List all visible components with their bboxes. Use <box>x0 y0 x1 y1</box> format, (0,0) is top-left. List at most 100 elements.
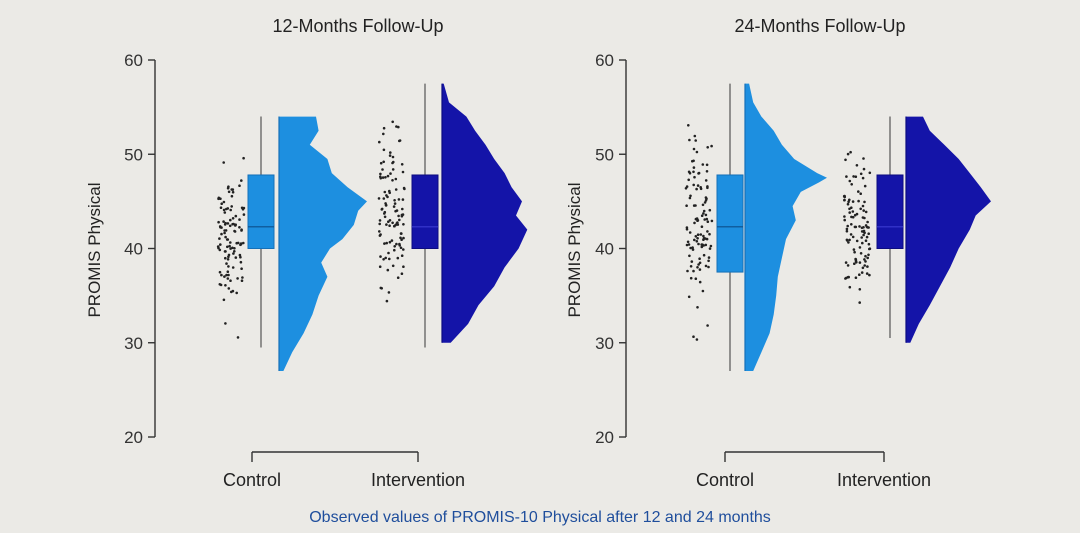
rain-point <box>710 144 713 148</box>
rain-point <box>848 198 851 202</box>
rain-point <box>694 139 697 142</box>
rain-point <box>403 187 406 191</box>
rain-point <box>843 218 846 222</box>
rain-point <box>382 126 386 130</box>
rain-point <box>858 261 862 264</box>
x-category-label: Intervention <box>371 470 465 490</box>
rain-point <box>858 301 861 304</box>
rain-point <box>397 198 401 201</box>
y-axis-label: PROMIS Physical <box>85 182 104 317</box>
rain-point <box>232 252 235 255</box>
rain-point <box>693 175 696 179</box>
rain-point <box>388 240 392 244</box>
rain-point <box>865 235 869 239</box>
rain-point <box>706 324 709 327</box>
rain-point <box>701 203 705 207</box>
rain-point <box>394 223 397 227</box>
rain-point <box>378 234 382 237</box>
rain-point <box>861 241 864 245</box>
rain-point <box>854 276 858 280</box>
rain-point <box>234 214 238 218</box>
rain-point <box>689 276 693 280</box>
rain-point <box>864 254 867 258</box>
rain-point <box>868 273 871 277</box>
rain-point <box>388 219 392 222</box>
rain-point <box>842 194 846 198</box>
rain-point <box>224 284 227 287</box>
rain-point <box>688 138 691 142</box>
rain-point <box>223 211 227 214</box>
rain-point <box>844 277 847 280</box>
rain-point <box>400 254 404 257</box>
rain-point <box>705 217 709 221</box>
rain-point <box>401 170 405 174</box>
rain-point <box>861 266 865 270</box>
rain-point <box>383 215 387 219</box>
rain-point <box>392 205 396 208</box>
rain-point <box>709 244 713 248</box>
rain-point <box>693 238 696 242</box>
rain-point <box>852 175 855 178</box>
rain-point <box>242 241 245 245</box>
rain-point <box>218 248 222 252</box>
rain-point <box>851 215 855 219</box>
rain-point <box>223 275 226 278</box>
rain-point <box>222 208 226 212</box>
rain-point <box>845 229 849 233</box>
rain-point <box>239 260 243 264</box>
rain-point <box>226 238 230 241</box>
rain-point <box>401 198 405 201</box>
rain-point <box>854 175 858 178</box>
rain-point <box>218 283 222 286</box>
rain-point <box>697 242 700 246</box>
rain-point <box>389 151 392 154</box>
rain-point <box>693 221 696 225</box>
rain-point <box>222 161 225 164</box>
rain-point <box>233 247 236 250</box>
rain-point <box>857 199 860 203</box>
rain-point <box>850 223 853 226</box>
rain-point <box>226 222 230 225</box>
rain-point <box>226 245 229 249</box>
rain-point <box>858 288 862 291</box>
rain-point <box>385 241 389 245</box>
rain-point <box>699 186 702 189</box>
rain-point <box>700 243 703 246</box>
y-tick-label: 30 <box>595 334 614 353</box>
rain-point <box>391 264 395 268</box>
rain-point <box>858 225 861 228</box>
rain-point <box>696 219 699 222</box>
rain-point <box>397 214 400 218</box>
rain-point <box>384 176 387 179</box>
rain-point <box>687 295 691 299</box>
rain-point <box>868 171 872 175</box>
box-iqr <box>716 174 744 273</box>
rain-point <box>693 134 697 138</box>
rain-point <box>860 236 863 239</box>
rain-point <box>710 219 714 223</box>
x-category-label: Intervention <box>837 470 931 490</box>
rain-point <box>691 246 694 249</box>
rain-point <box>687 178 690 182</box>
rain-point <box>378 230 381 233</box>
rain-point <box>231 289 235 293</box>
rain-point <box>239 255 242 259</box>
rain-point <box>862 157 865 160</box>
rain-point <box>230 194 234 198</box>
x-category-label: Control <box>223 470 281 490</box>
rain-point <box>853 262 856 266</box>
rain-point <box>382 132 385 136</box>
rain-point <box>845 175 848 178</box>
y-tick-label: 40 <box>124 240 143 259</box>
rain-point <box>855 239 859 243</box>
rain-point <box>708 247 712 250</box>
rain-point <box>227 190 231 194</box>
rain-point <box>379 176 383 180</box>
rain-point <box>695 150 699 154</box>
rain-point <box>234 256 238 259</box>
rain-point <box>231 217 235 220</box>
rain-point <box>236 241 240 245</box>
y-tick-label: 30 <box>124 334 143 353</box>
rain-point <box>849 233 853 236</box>
rain-point <box>230 205 233 208</box>
